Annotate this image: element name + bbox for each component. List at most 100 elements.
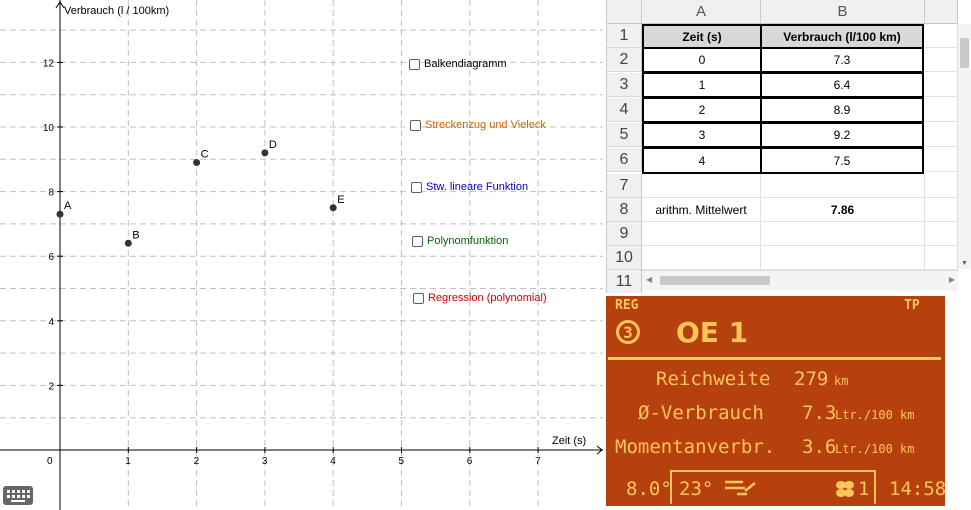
data-point[interactable] [261,149,269,157]
mean-value-cell[interactable]: 7.86 [761,198,925,222]
table-cell[interactable]: 4 [642,147,762,174]
y-tick-label: 4 [48,317,54,328]
row-header[interactable]: 3 [607,73,642,97]
divider [608,357,941,360]
preset-badge: 3 [616,320,640,344]
checkbox-box[interactable] [410,119,421,131]
range-label: Reichweite [656,368,771,390]
avg-consumption-value: 7.3 [802,402,837,424]
table-cell[interactable] [925,198,958,222]
table-cell[interactable] [925,148,958,172]
y-tick-label: 12 [43,58,55,69]
corner-cell[interactable] [607,0,642,24]
x-axis-label: Zeit (s) [552,435,586,447]
data-points[interactable]: A B C D E [56,139,345,247]
column-header-c[interactable] [925,0,958,24]
checkbox-stw-lineare-funktion[interactable]: Stw. lineare Funktion [411,181,528,193]
row-header[interactable]: 5 [607,123,642,147]
row-header[interactable]: 4 [607,98,642,122]
table-cell[interactable] [925,48,958,72]
table-cell[interactable] [925,73,958,97]
table-cell[interactable] [925,222,958,246]
table-cell[interactable] [925,246,958,270]
table-cell[interactable] [925,98,958,122]
row-header[interactable]: 6 [607,148,642,172]
point-label: A [64,200,72,212]
scroll-right-icon[interactable]: ▶ [948,275,955,284]
checkbox-label: Streckenzug und Vieleck [425,119,546,131]
table-cell[interactable]: 8.9 [760,97,924,123]
horizontal-scrollbar[interactable]: ◀ ▶ [642,270,958,291]
data-point[interactable] [193,159,201,167]
row-header[interactable]: 8 [607,198,642,222]
table-cell[interactable] [925,174,958,198]
row-header[interactable]: 9 [607,222,642,246]
x-tick-label: 6 [467,456,473,467]
row-header[interactable]: 7 [607,174,642,198]
table-cell[interactable]: 6.4 [760,72,924,98]
tp-indicator: TP [904,298,920,313]
current-consumption-label: Momentanverbr. [615,436,776,458]
y-tick-label: 8 [48,188,54,199]
table-cell[interactable] [761,174,925,198]
data-point[interactable] [329,204,337,212]
data-point[interactable] [124,239,132,247]
table-cell[interactable]: 1 [642,72,762,98]
scrollbar-thumb[interactable] [960,38,969,68]
reg-indicator: REG [615,298,639,313]
table-cell[interactable]: 2 [642,97,762,123]
checkbox-box[interactable] [409,58,420,70]
x-tick-label: 7 [535,456,541,467]
climate-box [670,470,876,504]
x-tick-label: 5 [399,456,405,467]
checkbox-balkendiagramm[interactable]: Balkendiagramm [409,58,507,70]
column-header-a[interactable]: A [642,0,761,24]
checkbox-box[interactable] [412,235,423,247]
table-cell[interactable]: 7.3 [760,47,924,73]
table-cell[interactable]: 9.2 [760,122,924,148]
row-header[interactable]: 1 [607,24,642,48]
row-header[interactable]: 2 [607,48,642,72]
preset-number: 3 [623,323,633,342]
checkbox-box[interactable] [411,181,422,193]
scroll-left-icon[interactable]: ◀ [646,275,653,284]
table-cell[interactable] [642,222,761,246]
point-label: C [201,149,209,161]
checkbox-box[interactable] [413,292,424,304]
table-header-cell[interactable]: Verbrauch (l/100 km) [760,24,924,49]
table-cell[interactable] [642,174,761,198]
current-consumption-value: 3.6 [802,436,837,458]
table-cell[interactable]: 3 [642,122,762,148]
table-cell[interactable] [761,222,925,246]
table-cell[interactable] [642,246,761,270]
fan-icon [836,481,854,497]
table-cell[interactable]: 0 [642,47,762,73]
data-point[interactable] [56,210,64,218]
spreadsheet-view[interactable]: A B 1 2 3 4 5 6 7 8 9 10 11 Zeit (s) Ver… [606,0,971,293]
clock: 14:58 [889,478,945,500]
table-cell[interactable] [925,123,958,147]
table-cell[interactable] [761,246,925,270]
column-header-b[interactable]: B [761,0,925,24]
y-tick-label: 10 [43,123,55,134]
mean-label-cell[interactable]: arithm. Mittelwert [642,198,761,222]
row-header[interactable]: 11 [607,270,642,293]
checkbox-streckenzug[interactable]: Streckenzug und Vieleck [410,119,546,131]
table-cell[interactable]: 7.5 [760,147,924,174]
avg-consumption-unit: Ltr./100 km [835,408,915,422]
y-axis-label: Verbrauch (l / 100km) [64,5,169,17]
scroll-down-icon[interactable]: ▼ [961,260,968,267]
row-header[interactable]: 10 [607,246,642,270]
avg-consumption-label: Ø-Verbrauch [638,402,764,424]
range-unit: km [834,374,849,388]
vertical-scrollbar[interactable]: ▼ [957,24,971,269]
x-tick-label: 3 [262,456,268,467]
scrollbar-thumb[interactable] [660,276,770,285]
table-header-cell[interactable]: Zeit (s) [642,24,762,49]
keyboard-button[interactable] [3,486,33,505]
table-cell[interactable] [925,24,958,48]
checkbox-polynomfunktion[interactable]: Polynomfunktion [412,235,508,247]
checkbox-regression[interactable]: Regression (polynomial) [413,292,547,304]
station-name: OE 1 [676,316,749,349]
